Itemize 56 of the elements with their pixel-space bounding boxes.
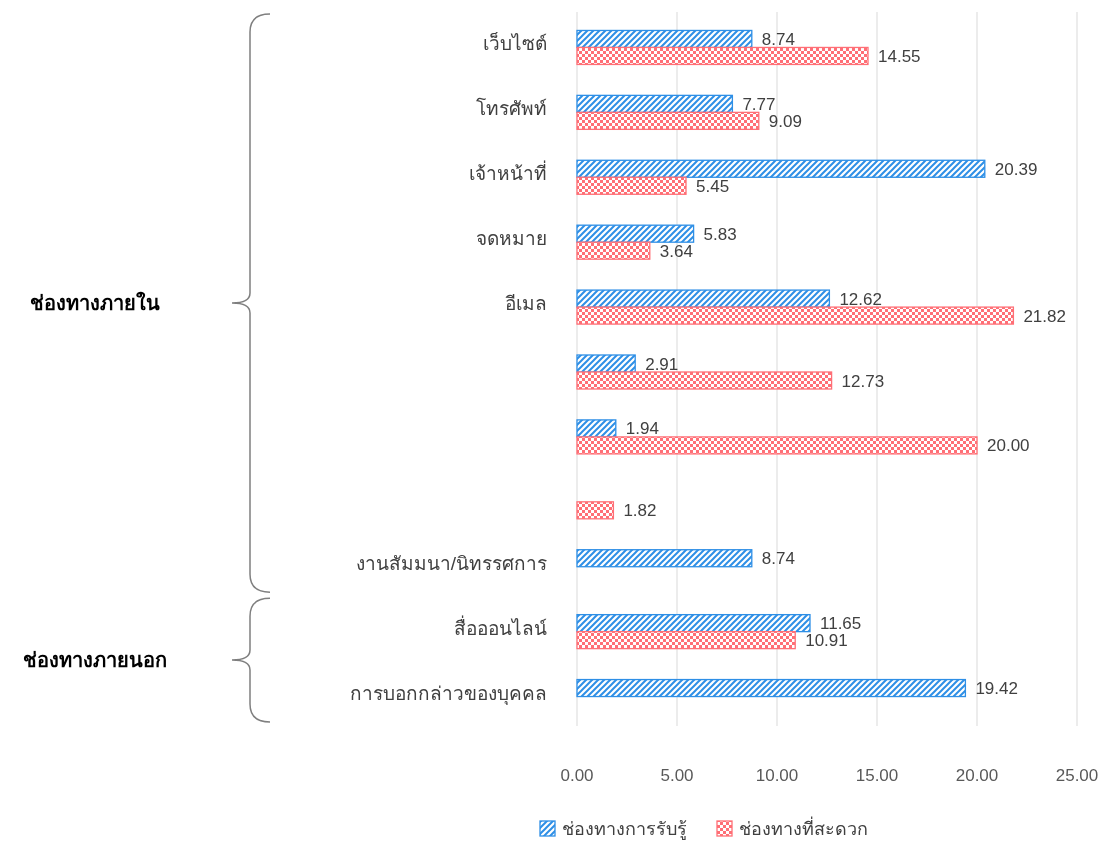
- data-label: 12.73: [841, 371, 885, 391]
- x-tick-label: 25.00: [1055, 766, 1099, 785]
- bar: [576, 678, 967, 698]
- y-tick-label: เจ้าหน้าที่: [469, 160, 547, 185]
- data-label: 1.82: [623, 501, 657, 521]
- text: ช่องทางภายนอก: [23, 649, 167, 672]
- x-tick-label: 10.00: [755, 766, 799, 785]
- data-label: 14.55: [878, 46, 921, 66]
- data-label: 20.39: [994, 159, 1038, 179]
- y-tick-label: สื่อออนไลน์: [454, 614, 547, 639]
- legend-label: ช่องทางการรับรู้: [562, 819, 687, 840]
- bar: [576, 613, 811, 633]
- data-label: 20.00: [987, 436, 1030, 456]
- data-label: 3.64: [659, 241, 693, 261]
- data-label: 10.91: [805, 631, 848, 651]
- data-label: 8.74: [761, 549, 795, 569]
- bar: [576, 501, 615, 520]
- bar: [576, 630, 796, 650]
- data-label: 5.83: [703, 224, 737, 244]
- bar: [576, 224, 695, 243]
- y-tick-label: งานสัมมนา/นิทรรศการ: [355, 552, 547, 574]
- bar: [576, 159, 986, 178]
- data-label: 21.82: [1023, 306, 1066, 326]
- data-label: 19.42: [975, 679, 1018, 699]
- data-label: 9.09: [768, 111, 802, 131]
- bar: [576, 29, 753, 49]
- legend-label: ช่องทางที่สะดวก: [739, 816, 868, 839]
- y-tick-label: การบอกกล่าวของบุคคล: [350, 682, 547, 706]
- bar: [576, 241, 651, 260]
- bar: [576, 111, 760, 131]
- bar: [576, 46, 869, 66]
- x-tick-label: 5.00: [660, 766, 694, 785]
- bar: [576, 94, 734, 114]
- bar: [576, 306, 1015, 325]
- y-tick-label: อีเมล: [505, 293, 547, 315]
- data-label: 7.77: [742, 94, 776, 114]
- data-label: 1.94: [625, 419, 659, 439]
- bar: [576, 419, 617, 438]
- y-tick-label: โทรศัพท์: [476, 97, 547, 120]
- data-label: 12.62: [839, 289, 882, 309]
- x-tick-label: 15.00: [855, 766, 899, 785]
- y-tick-label: จดหมาย: [476, 228, 547, 250]
- bar: [576, 436, 978, 455]
- x-tick-label: 0.00: [560, 766, 594, 785]
- data-label: 5.45: [696, 176, 730, 196]
- text: ช่องทางภายใน: [30, 291, 160, 315]
- bar: [576, 549, 753, 568]
- data-label: 2.91: [645, 354, 679, 374]
- bar: [576, 176, 687, 195]
- data-label: 8.74: [761, 29, 795, 49]
- bar: [576, 371, 833, 390]
- y-tick-label: เว็บไซต์: [483, 31, 547, 55]
- x-tick-label: 20.00: [955, 766, 999, 785]
- data-label: 11.65: [820, 614, 862, 634]
- bar: [576, 289, 831, 308]
- bar: [576, 354, 636, 373]
